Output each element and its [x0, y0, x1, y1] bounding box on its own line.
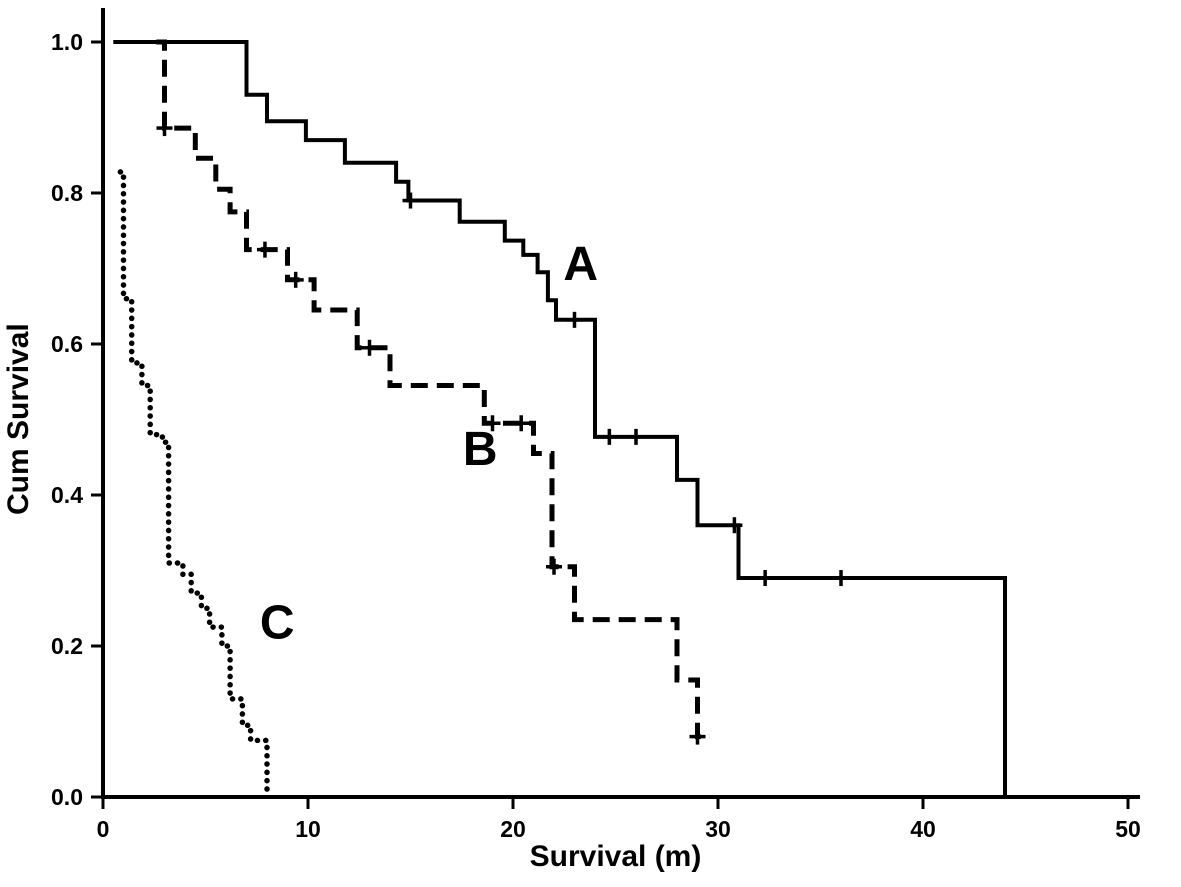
y-tick-label: 0.8	[51, 180, 83, 206]
series-B-line	[156, 39, 710, 740]
series-C-line	[117, 169, 270, 800]
y-tick-label: 0.4	[51, 482, 83, 508]
x-tick-label: 20	[500, 816, 526, 842]
x-axis-title: Survival (m)	[529, 840, 702, 873]
series-label-A: A	[563, 238, 598, 291]
y-axis-title: Cum Survival	[2, 323, 35, 516]
x-tick-label: 0	[97, 816, 110, 842]
x-tick-label: 50	[1115, 816, 1141, 842]
x-tick-label: 40	[910, 816, 936, 842]
y-tick-label: 0.6	[51, 331, 83, 357]
x-tick-label: 10	[295, 816, 321, 842]
series-label-B: B	[463, 423, 498, 476]
x-tick-label: 30	[705, 816, 731, 842]
series-A-line	[113, 40, 1007, 797]
y-tick-label: 1.0	[51, 29, 83, 55]
y-tick-label: 0.2	[51, 633, 83, 659]
series-label-C: C	[260, 596, 295, 649]
y-tick-label: 0.0	[51, 784, 83, 810]
